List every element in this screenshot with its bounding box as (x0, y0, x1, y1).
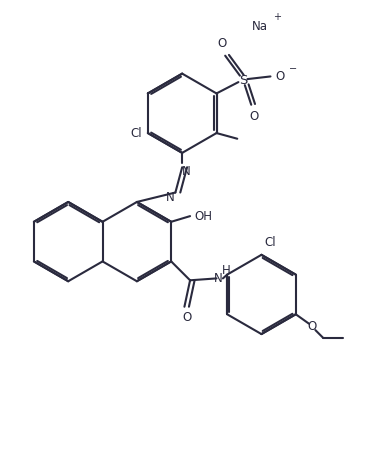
Text: OH: OH (195, 210, 212, 222)
Text: H: H (222, 265, 231, 277)
Text: S: S (239, 74, 247, 87)
Text: O: O (275, 70, 284, 83)
Text: +: + (274, 12, 281, 22)
Text: N: N (166, 191, 175, 204)
Text: Na: Na (252, 20, 268, 33)
Text: Cl: Cl (130, 126, 142, 140)
Text: O: O (307, 320, 316, 333)
Text: O: O (182, 311, 192, 324)
Text: O: O (250, 111, 259, 123)
Text: Cl: Cl (264, 236, 276, 249)
Text: N: N (182, 165, 191, 178)
Text: N: N (214, 272, 223, 285)
Text: −: − (289, 64, 298, 74)
Text: O: O (217, 37, 227, 50)
